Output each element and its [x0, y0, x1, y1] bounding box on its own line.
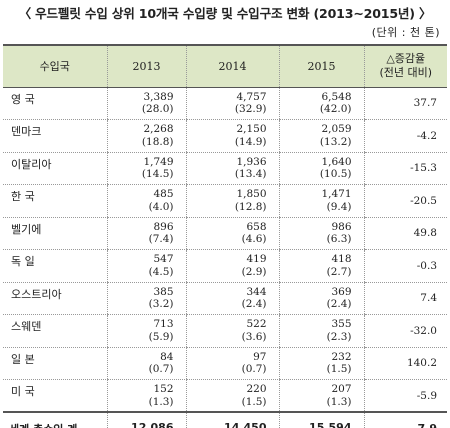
value-2013-cell: 896 (7.4) [106, 217, 186, 250]
value-2014-cell: 97 (0.7) [185, 347, 279, 380]
value-2013-cell: 485 (4.0) [106, 184, 186, 218]
value-2015-cell: 986 (6.3) [278, 217, 364, 250]
country-cell: 한 국 [3, 184, 107, 218]
change-cell: -32.0 [363, 314, 447, 348]
value-2014-cell: 658 (4.6) [185, 217, 279, 250]
value-2015-cell: 6,548 (42.0) [278, 87, 364, 120]
value-2014-cell: 522 (3.6) [185, 314, 279, 348]
table-row: 일 본 84 (0.7) 97 (0.7) 232 (1.5) 140.2 [3, 347, 447, 380]
country-cell: 벨기에 [3, 217, 107, 250]
import-table: 수입국 2013 2014 2015 △증감율 (전년 대비) 영 국 3,38… [3, 44, 447, 428]
country-cell: 덴마크 [3, 119, 107, 153]
value-2013-cell: 84 (0.7) [106, 347, 186, 380]
table-row: 독 일 547 (4.5) 419 (2.9) 418 (2.7) -0.3 [3, 249, 447, 283]
value-2014-cell: 419 (2.9) [185, 249, 279, 283]
country-cell: 일 본 [3, 347, 107, 380]
value-2015-cell: 355 (2.3) [278, 314, 364, 348]
country-cell: 오스트리아 [3, 282, 107, 315]
table-row: 벨기에 896 (7.4) 658 (4.6) 986 (6.3) 49.8 [3, 217, 447, 250]
total-2015-cell: 15,594 [278, 411, 364, 428]
table-body: 영 국 3,389 (28.0) 4,757 (32.9) 6,548 (42.0) … [3, 87, 447, 428]
change-cell: -5.9 [363, 379, 447, 413]
change-cell: -15.3 [363, 152, 447, 185]
header-2014: 2014 [185, 44, 279, 88]
value-2014-cell: 2,150 (14.9) [185, 119, 279, 153]
table-row: 이탈리아 1,749 (14.5) 1,936 (13.4) 1,640 (10.5)… [3, 152, 447, 185]
table-row: 덴마크 2,268 (18.8) 2,150 (14.9) 2,059 (13.2) … [3, 119, 447, 153]
value-2015-cell: 418 (2.7) [278, 249, 364, 283]
header-2013: 2013 [106, 44, 186, 88]
value-2013-cell: 713 (5.9) [106, 314, 186, 348]
country-cell: 스웨덴 [3, 314, 107, 348]
value-2015-cell: 1,471 (9.4) [278, 184, 364, 218]
table-row: 오스트리아 385 (3.2) 344 (2.4) 369 (2.4) 7.4 [3, 282, 447, 315]
header-row: 수입국 2013 2014 2015 △증감율 (전년 대비) [3, 44, 447, 88]
country-cell: 독 일 [3, 249, 107, 283]
value-2013-cell: 1,749 (14.5) [106, 152, 186, 185]
change-cell: -0.3 [363, 249, 447, 283]
value-2015-cell: 369 (2.4) [278, 282, 364, 315]
change-cell: 7.4 [363, 282, 447, 315]
table-row: 영 국 3,389 (28.0) 4,757 (32.9) 6,548 (42.0) … [3, 87, 447, 120]
value-2015-cell: 1,640 (10.5) [278, 152, 364, 185]
change-cell: 37.7 [363, 87, 447, 120]
value-2014-cell: 4,757 (32.9) [185, 87, 279, 120]
country-cell: 영 국 [3, 87, 107, 120]
value-2013-cell: 547 (4.5) [106, 249, 186, 283]
change-cell: 49.8 [363, 217, 447, 250]
table-row: 한 국 485 (4.0) 1,850 (12.8) 1,471 (9.4) -20.… [3, 184, 447, 218]
page-title: 〈 우드펠릿 수입 상위 10개국 수입량 및 수입구조 변화 (2013∼20… [18, 6, 432, 21]
value-2013-cell: 2,268 (18.8) [106, 119, 186, 153]
value-2013-cell: 3,389 (28.0) [106, 87, 186, 120]
unit-label: (단위 : 천 톤) [371, 26, 440, 39]
value-2015-cell: 207 (1.3) [278, 379, 364, 413]
change-cell: -4.2 [363, 119, 447, 153]
total-label-cell: 세계 총수입 계 [3, 411, 107, 428]
header-2015: 2015 [278, 44, 364, 88]
value-2014-cell: 220 (1.5) [185, 379, 279, 413]
value-2015-cell: 2,059 (13.2) [278, 119, 364, 153]
total-2014-cell: 14,450 [185, 411, 279, 428]
value-2014-cell: 1,850 (12.8) [185, 184, 279, 218]
value-2014-cell: 1,936 (13.4) [185, 152, 279, 185]
table-row: 스웨덴 713 (5.9) 522 (3.6) 355 (2.3) -32.0 [3, 314, 447, 348]
table-row: 미 국 152 (1.3) 220 (1.5) 207 (1.3) -5.9 [3, 379, 447, 413]
total-change-cell: 7.9 [363, 411, 447, 428]
value-2014-cell: 344 (2.4) [185, 282, 279, 315]
value-2015-cell: 232 (1.5) [278, 347, 364, 380]
country-cell: 미 국 [3, 379, 107, 413]
total-2013-cell: 12,086 [106, 411, 186, 428]
header-change: △증감율 (전년 대비) [363, 44, 447, 88]
change-cell: -20.5 [363, 184, 447, 218]
country-cell: 이탈리아 [3, 152, 107, 185]
value-2013-cell: 152 (1.3) [106, 379, 186, 413]
change-cell: 140.2 [363, 347, 447, 380]
value-2013-cell: 385 (3.2) [106, 282, 186, 315]
header-country: 수입국 [3, 44, 107, 88]
